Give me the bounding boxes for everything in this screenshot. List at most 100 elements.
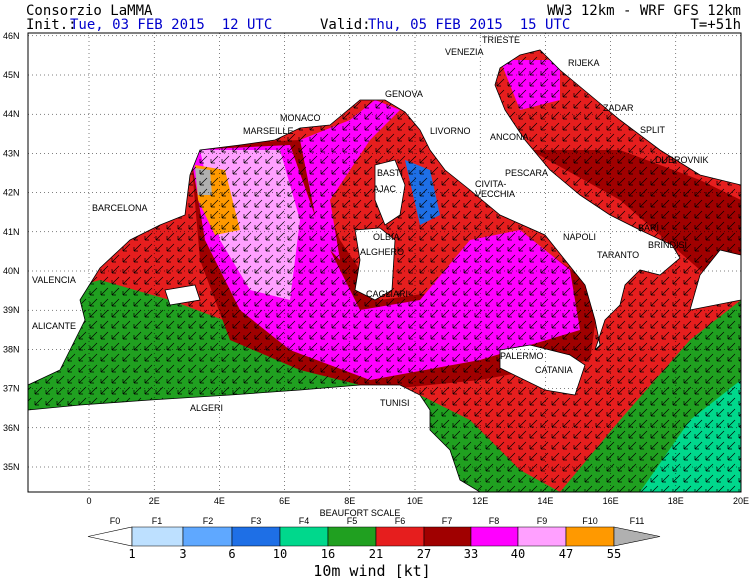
land [374,159,406,226]
map [28,33,741,492]
legend-swatch [375,526,425,547]
init-label: Init.: [26,17,77,33]
legend-swatch [279,526,329,547]
legend-threshold: 6 [228,547,235,561]
lon-label: 14E [537,496,553,506]
legend-class: F10 [582,516,598,526]
legend-swatch [517,526,567,547]
model: WW3 12km - WRF GFS 12km [547,3,741,19]
city-label: TRIESTE [482,35,520,45]
city-label: BARCELONA [92,203,148,213]
lat-label: 36N [3,423,20,433]
city-label: NAPOLI [563,232,596,242]
legend-threshold: 16 [321,547,335,561]
city-label: CATANIA [535,365,573,375]
lat-label: 46N [3,31,20,41]
city-label: ZADAR [603,103,634,113]
legend-class: F5 [347,516,358,526]
lat-label: 44N [3,109,20,119]
legend-class: F4 [299,516,310,526]
forecast-step: T=+51h [690,17,741,33]
valid-date: Thu, 05 FEB 2015 15 UTC [368,17,570,33]
lon-label: 4E [214,496,225,506]
city-label: RIJEKA [568,58,600,68]
lon-label: 2E [149,496,160,506]
legend-title: BEAUFORT SCALE [320,508,401,518]
legend-swatch [613,526,661,547]
land [354,227,396,301]
city-label: ALICANTE [32,321,76,331]
legend-swatch [423,526,472,547]
lat-label: 41N [3,227,20,237]
city-label: ANCONA [490,132,529,142]
legend-class: F9 [537,516,548,526]
legend-class: F0 [110,516,121,526]
city-label: MONACO [280,113,321,123]
legend-class: F8 [489,516,500,526]
legend-threshold: 1 [128,547,135,561]
city-label: ALGHERO [360,247,404,257]
title: Consorzio LaMMA [26,3,153,19]
lon-label: 8E [344,496,355,506]
legend: BEAUFORT SCALE F0 F1 F2 F3 F4 F5 F6 F7 F8 F9 F10 F11… [87,508,661,580]
city-label: AJAC [373,184,397,194]
legend-swatch [231,526,281,547]
lon-label: 18E [668,496,684,506]
legend-class: F2 [203,516,214,526]
land [164,284,201,306]
lat-label: 39N [3,305,20,315]
lat-label: 40N [3,266,20,276]
legend-swatch [470,526,519,547]
labels: 0 2E 4E 6E 8E 10E 12E 14E 16E 18E 20E 35N 36N 37N 38N 3… [3,31,749,506]
lon-label: 6E [279,496,290,506]
legend-threshold: 3 [179,547,186,561]
lat-label: 42N [3,188,20,198]
legend-threshold: 33 [464,547,478,561]
lon-label: 12E [472,496,488,506]
lat-label: 45N [3,70,20,80]
legend-threshold: 40 [511,547,525,561]
lat-label: 35N [3,462,20,472]
city-label: SPLIT [640,125,666,135]
legend-caption: 10m wind [kt] [313,562,430,580]
city-label: DUBROVNIK [655,155,709,165]
legend-class: F11 [630,516,645,526]
legend-threshold: 10 [273,547,287,561]
legend-swatch [565,526,615,547]
init-date: Tue, 03 FEB 2015 12 UTC [70,17,272,33]
legend-swatch [131,526,184,547]
city-label: MARSEILLE [243,126,294,136]
legend-class: F7 [442,516,453,526]
legend-swatch [182,526,233,547]
city-label: TARANTO [597,250,639,260]
city-label: BASTI [377,168,403,178]
map-frame [27,32,742,493]
lon-label: 16E [603,496,619,506]
land [28,33,741,386]
city-label: BARI [638,223,659,233]
city-label: BRINDISI [648,240,687,250]
city-label: GENOVA [385,89,423,99]
lat-label: 43N [3,148,20,158]
city-label: LIVORNO [430,126,471,136]
legend-threshold: 47 [559,547,573,561]
lon-label: 20E [733,496,749,506]
city-label: VALENCIA [32,275,76,285]
legend-class: F3 [251,516,262,526]
land [499,344,586,396]
city-label: TUNISI [380,398,410,408]
lon-label: 10E [407,496,423,506]
land [689,249,741,311]
legend-threshold: 55 [607,547,621,561]
legend-class: F6 [395,516,406,526]
legend-swatch [327,526,377,547]
legend-swatch [87,526,133,547]
city-label: VENEZIA [445,47,484,57]
city-label: CIVITA- [475,179,506,189]
graticule [28,33,741,492]
valid-label: Valid: [320,17,371,33]
land [28,384,481,492]
city-label: VECCHIA [475,189,515,199]
city-label: CAGLIARI [366,289,408,299]
